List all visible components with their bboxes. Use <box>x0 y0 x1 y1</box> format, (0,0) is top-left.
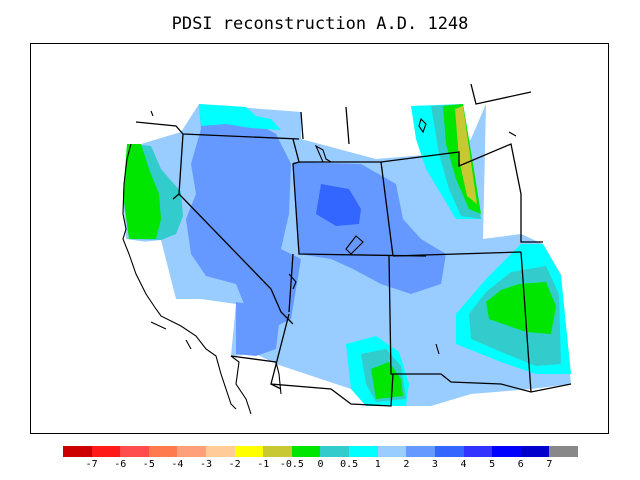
colorbar-label: -2 <box>228 459 241 470</box>
colorbar-label: -1 <box>257 459 270 470</box>
colorbar-swatch <box>492 446 521 457</box>
colorbar-label: 0.5 <box>340 459 359 470</box>
colorbar-swatch <box>520 446 550 457</box>
pdsi-field-2-to-3-west <box>186 104 301 329</box>
colorbar-swatch <box>263 446 292 457</box>
pdsi-field-0-south <box>371 362 403 399</box>
colorbar-swatch <box>434 446 464 457</box>
colorbar-swatch <box>549 446 578 457</box>
colorbar-swatch <box>320 446 350 457</box>
coastal-gap <box>123 240 179 306</box>
colorbar-label: -3 <box>200 459 213 470</box>
colorbar-swatch <box>206 446 235 457</box>
colorbar-swatch <box>120 446 149 457</box>
colorbar-swatch <box>291 446 321 457</box>
colorbar-label: 7 <box>546 459 553 470</box>
colorbar-swatch <box>406 446 435 457</box>
lakes <box>150 110 517 355</box>
state-boundaries <box>135 83 572 407</box>
colorbar-swatch <box>177 446 207 457</box>
colorbar-swatch <box>148 446 178 457</box>
colorbar-label: -7 <box>85 459 98 470</box>
pdsi-field-0-northwest <box>123 144 161 239</box>
colorbar-swatch <box>377 446 407 457</box>
colorbar-label: 4 <box>460 459 467 470</box>
pdsi-field-2-to-3-southwest <box>236 302 279 356</box>
colorbar-label: 2 <box>403 459 410 470</box>
coastline <box>122 143 282 415</box>
colorbar-label: -0.5 <box>279 459 304 470</box>
pdsi-field-0-southeast <box>486 282 556 334</box>
colorbar-label: 6 <box>517 459 524 470</box>
colorbar-swatch <box>349 446 378 457</box>
colorbar-swatch <box>91 446 121 457</box>
pdsi-field-1-north <box>199 104 281 130</box>
colorbar-label: -4 <box>171 459 184 470</box>
colorbar-label: 3 <box>431 459 438 470</box>
colorbar-labels: -7 -6 -5 -4 -3 -2 -1 -0.5 0 0.5 1 2 3 4 5 6 7 <box>63 459 578 473</box>
pdsi-map <box>122 83 572 415</box>
pdsi-field-neg05-northeast <box>455 106 477 204</box>
colorbar-label: 1 <box>374 459 381 470</box>
colorbar-label: 0 <box>317 459 324 470</box>
colorbar-label: -5 <box>142 459 155 470</box>
pdsi-field-3-to-4 <box>316 184 361 226</box>
map-frame <box>30 43 609 434</box>
colorbar-swatch <box>463 446 493 457</box>
colorbar-swatch <box>234 446 264 457</box>
colorbar-label: -6 <box>114 459 127 470</box>
colorbar-swatch <box>63 446 92 457</box>
colorbar-label: 5 <box>489 459 496 470</box>
map-title: PDSI reconstruction A.D. 1248 <box>171 14 469 34</box>
colorbar <box>63 446 578 457</box>
